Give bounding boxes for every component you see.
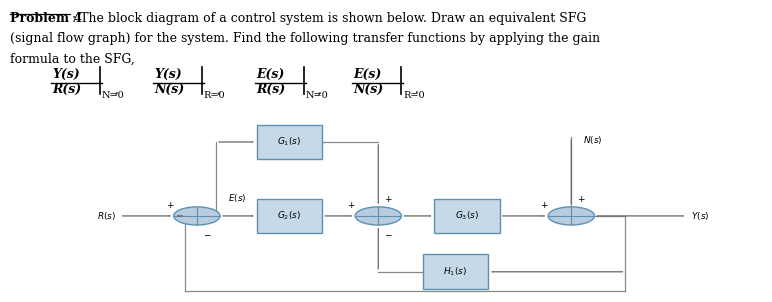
Text: +: +: [540, 201, 548, 210]
Text: E(s): E(s): [354, 68, 382, 81]
Text: $N(s)$: $N(s)$: [583, 134, 602, 146]
Text: R=0: R=0: [204, 91, 225, 100]
Text: E(s): E(s): [256, 68, 285, 81]
Text: +: +: [384, 195, 392, 204]
Text: N(s): N(s): [154, 83, 185, 96]
Circle shape: [174, 207, 220, 225]
Circle shape: [548, 207, 594, 225]
Text: $G_2(s)$: $G_2(s)$: [277, 210, 302, 222]
Text: R(s): R(s): [256, 83, 286, 96]
Text: Y(s): Y(s): [52, 68, 80, 81]
Text: Y(s): Y(s): [154, 68, 182, 81]
FancyBboxPatch shape: [423, 254, 488, 289]
Text: formula to the SFG,: formula to the SFG,: [10, 53, 135, 66]
Text: $-$: $-$: [384, 230, 393, 239]
Text: +: +: [347, 201, 355, 210]
Circle shape: [355, 207, 401, 225]
Text: : The block diagram of a control system is shown below. Draw an equivalent SFG: : The block diagram of a control system …: [72, 12, 586, 25]
Text: (signal flow graph) for the system. Find the following transfer functions by app: (signal flow graph) for the system. Find…: [10, 32, 600, 45]
Text: $-$: $-$: [203, 230, 212, 239]
Text: $G_3(s)$: $G_3(s)$: [455, 210, 479, 222]
Text: ,: ,: [114, 83, 118, 96]
Text: +: +: [166, 201, 174, 210]
Text: ,: ,: [216, 83, 220, 96]
Text: $R(s)$: $R(s)$: [96, 210, 116, 222]
Text: N=0: N=0: [306, 91, 328, 100]
Text: $E(s)$: $E(s)$: [228, 192, 246, 204]
Text: ,: ,: [318, 83, 322, 96]
FancyBboxPatch shape: [256, 124, 323, 159]
Text: N=0: N=0: [102, 91, 124, 100]
Text: .: .: [415, 83, 419, 96]
Text: R=0: R=0: [403, 91, 425, 100]
Text: Problem 4: Problem 4: [10, 12, 83, 25]
Text: $G_1(s)$: $G_1(s)$: [277, 136, 302, 148]
FancyBboxPatch shape: [256, 199, 323, 233]
Text: N(s): N(s): [354, 83, 384, 96]
Text: $Y(s)$: $Y(s)$: [691, 210, 709, 222]
Text: $H_1(s)$: $H_1(s)$: [443, 265, 468, 278]
Text: +: +: [577, 195, 585, 204]
Text: R(s): R(s): [52, 83, 82, 96]
FancyBboxPatch shape: [434, 199, 500, 233]
